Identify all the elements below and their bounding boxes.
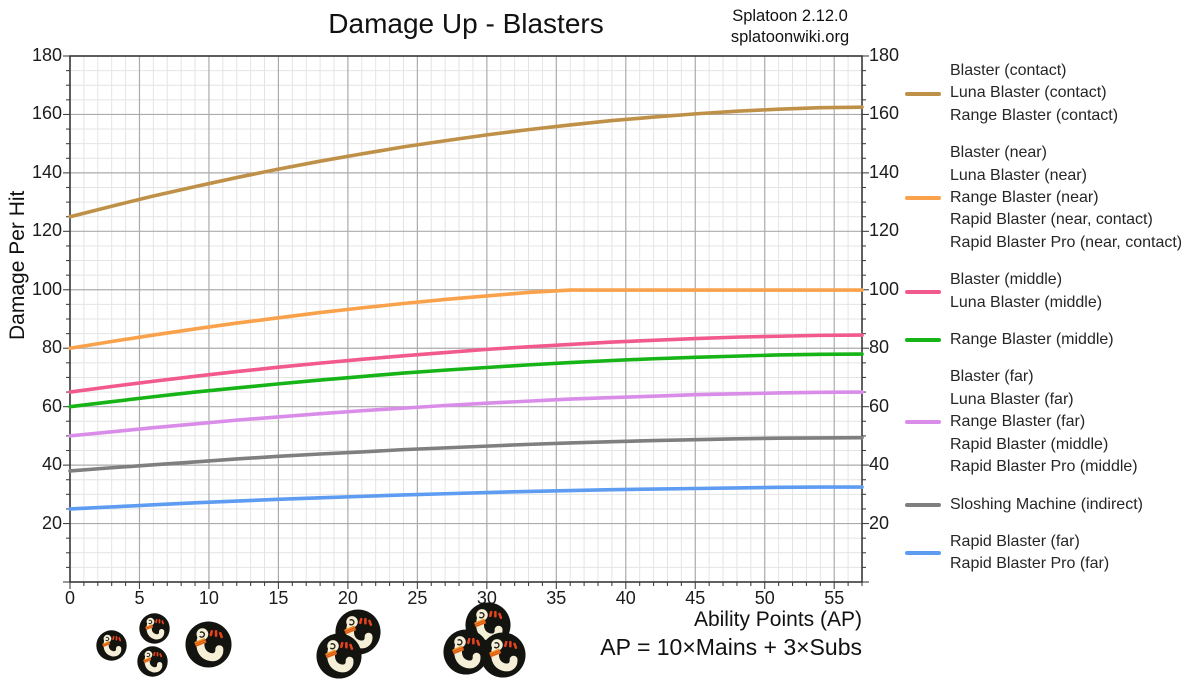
y-tick-label: 60 xyxy=(41,395,62,416)
legend-line-swatch xyxy=(905,196,941,201)
y-tick-label: 140 xyxy=(869,161,900,182)
chart-canvas xyxy=(63,55,869,589)
y-tick-label: 20 xyxy=(41,512,62,533)
y-tick-label: 100 xyxy=(31,278,62,299)
ability-icon-marker xyxy=(316,633,362,684)
damage-up-ability-icon xyxy=(96,629,127,661)
x-tick-label: 25 xyxy=(407,588,428,608)
legend-label: Rapid Blaster (middle) xyxy=(950,435,1109,453)
series-line xyxy=(68,333,864,394)
legend-line-swatch xyxy=(905,502,941,507)
x-axis-formula-note: AP = 10×Mains + 3×Subs xyxy=(600,634,862,660)
y-tick-label: 20 xyxy=(869,512,890,533)
series-line xyxy=(68,352,864,409)
legend-label: Rapid Blaster (far) xyxy=(950,532,1080,550)
source-line: splatoonwiki.org xyxy=(730,28,850,46)
legend-label: Rapid Blaster Pro (middle) xyxy=(950,458,1138,476)
y-tick-label: 40 xyxy=(869,454,890,475)
version-annotation: Splatoon 2.12.0 splatoonwiki.org xyxy=(690,6,890,48)
y-tick-label: 80 xyxy=(41,337,62,358)
series-line xyxy=(68,105,864,219)
plot-area xyxy=(63,55,869,589)
legend-label: Range Blaster (middle) xyxy=(950,331,1114,349)
damage-up-ability-icon xyxy=(137,645,168,677)
legend-group: Sloshing Machine (indirect) xyxy=(905,494,1182,516)
legend-label-list: Sloshing Machine (indirect) xyxy=(950,494,1143,516)
x-tick-label: 5 xyxy=(134,588,145,608)
legend-label: Luna Blaster (middle) xyxy=(950,293,1103,311)
ability-icon-marker xyxy=(139,612,170,649)
legend-label: Luna Blaster (contact) xyxy=(950,84,1107,102)
y-tick-label: 80 xyxy=(869,337,890,358)
legend-line-swatch xyxy=(905,338,941,343)
legend-label: Rapid Blaster (near, contact) xyxy=(950,211,1153,229)
legend-label-list: Blaster (near) Luna Blaster (near) Range B… xyxy=(950,142,1182,254)
y-tick-label: 160 xyxy=(869,103,900,124)
series-line xyxy=(68,390,864,438)
chart-title: Damage Up - Blasters xyxy=(328,8,604,39)
series-line xyxy=(68,485,864,511)
legend-label: Range Blaster (far) xyxy=(950,413,1086,431)
damage-up-ability-icon xyxy=(139,612,170,644)
damage-up-ability-icon xyxy=(185,620,232,668)
ability-icon-marker xyxy=(137,645,168,682)
legend-group: Range Blaster (middle) xyxy=(905,329,1182,351)
x-axis-label: Ability Points (AP) xyxy=(693,608,862,631)
legend-group: Blaster (far) Luna Blaster (far) Range Bla… xyxy=(905,366,1182,478)
legend-label: Blaster (near) xyxy=(950,144,1047,162)
legend-group: Rapid Blaster (far) Rapid Blaster Pro (fa… xyxy=(905,531,1182,576)
legend-line-swatch xyxy=(905,289,941,294)
x-tick-label: 55 xyxy=(824,588,845,608)
y-tick-label: 120 xyxy=(31,220,62,241)
legend-line-swatch xyxy=(905,420,941,425)
legend-line-swatch xyxy=(905,91,941,96)
series-line xyxy=(68,435,864,473)
y-tick-label: 120 xyxy=(869,220,900,241)
y-tick-label: 60 xyxy=(869,395,890,416)
legend-group: Blaster (middle) Luna Blaster (middle) xyxy=(905,269,1182,314)
x-tick-label: 35 xyxy=(546,588,567,608)
legend-label: Luna Blaster (near) xyxy=(950,166,1087,184)
legend-label: Luna Blaster (far) xyxy=(950,390,1074,408)
y-tick-label: 100 xyxy=(869,278,900,299)
x-tick-label: 0 xyxy=(64,588,75,608)
x-tick-label: 15 xyxy=(268,588,289,608)
legend-label: Blaster (middle) xyxy=(950,271,1063,289)
legend-label: Range Blaster (contact) xyxy=(950,106,1119,124)
legend-label: Sloshing Machine (indirect) xyxy=(950,495,1143,513)
y-tick-label: 140 xyxy=(31,161,62,182)
legend-label-list: Blaster (contact) Luna Blaster (contact) R… xyxy=(950,60,1118,127)
legend-label: Rapid Blaster Pro (far) xyxy=(950,555,1110,573)
ability-icon-marker xyxy=(185,620,232,673)
x-tick-label: 40 xyxy=(615,588,636,608)
y-tick-label: 180 xyxy=(31,45,62,65)
x-tick-label: 10 xyxy=(198,588,219,608)
x-tick-label: 50 xyxy=(754,588,775,608)
x-tick-label: 20 xyxy=(337,588,358,608)
legend-label: Blaster (contact) xyxy=(950,62,1067,79)
x-tick-label: 30 xyxy=(476,588,497,608)
y-tick-label: 180 xyxy=(869,45,900,65)
y-tick-label: 160 xyxy=(31,103,62,124)
legend-label: Blaster (far) xyxy=(950,368,1034,386)
version-line: Splatoon 2.12.0 xyxy=(732,7,848,25)
ability-icon-marker xyxy=(96,629,127,666)
legend-label-list: Blaster (middle) Luna Blaster (middle) xyxy=(950,269,1102,314)
legend-label: Rapid Blaster Pro (near, contact) xyxy=(950,233,1183,251)
legend-group: Blaster (contact) Luna Blaster (contact) R… xyxy=(905,60,1182,127)
legend-line-swatch xyxy=(905,551,941,556)
series-line xyxy=(68,288,864,351)
damage-up-ability-icon xyxy=(335,609,381,655)
legend: Blaster (contact) Luna Blaster (contact) R… xyxy=(905,60,1182,576)
legend-label: Range Blaster (near) xyxy=(950,189,1099,207)
damage-up-ability-icon xyxy=(316,633,362,679)
legend-group: Blaster (near) Luna Blaster (near) Range B… xyxy=(905,142,1182,254)
y-tick-label: 40 xyxy=(41,454,62,475)
legend-label-list: Blaster (far) Luna Blaster (far) Range Bla… xyxy=(950,366,1138,478)
legend-label-list: Range Blaster (middle) xyxy=(950,329,1114,351)
ability-icon-marker xyxy=(335,609,381,660)
legend-label-list: Rapid Blaster (far) Rapid Blaster Pro (fa… xyxy=(950,531,1109,576)
x-tick-label: 45 xyxy=(685,588,706,608)
